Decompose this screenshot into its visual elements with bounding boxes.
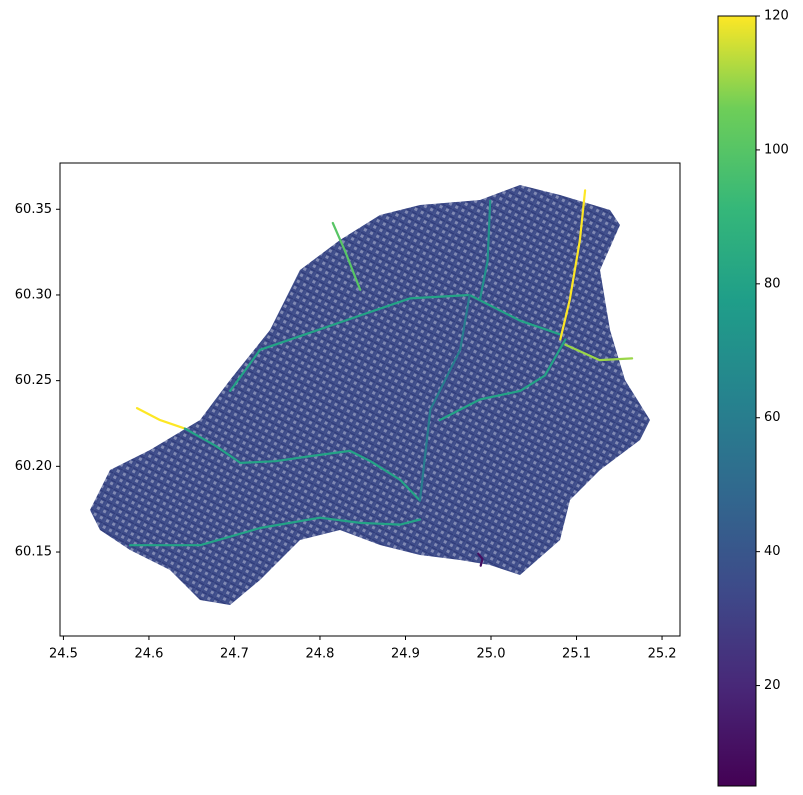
road bbox=[564, 343, 634, 362]
road bbox=[418, 293, 471, 502]
colorbar-frame bbox=[717, 15, 757, 787]
road bbox=[477, 552, 484, 567]
colorbar-tick-label: 40 bbox=[764, 544, 781, 559]
x-tick-label: 24.5 bbox=[49, 647, 78, 662]
x-tick-label: 25.2 bbox=[648, 647, 677, 662]
road bbox=[559, 189, 587, 341]
road bbox=[135, 407, 186, 430]
colorbar-tick-label: 60 bbox=[764, 410, 781, 425]
road bbox=[438, 338, 567, 422]
colorbar-tick-label: 120 bbox=[764, 9, 789, 24]
colorbar-tick-label: 100 bbox=[764, 142, 789, 157]
colorbar-tick-label: 80 bbox=[764, 276, 781, 291]
colorbar-tick-label: 20 bbox=[764, 678, 781, 693]
colorbar bbox=[718, 16, 756, 786]
road bbox=[183, 427, 422, 502]
street-network bbox=[90, 185, 650, 605]
x-tick-label: 24.6 bbox=[134, 647, 163, 662]
road bbox=[331, 221, 362, 291]
x-tick-label: 24.8 bbox=[305, 647, 334, 662]
road bbox=[129, 516, 422, 547]
x-tick-label: 24.9 bbox=[391, 647, 420, 662]
y-tick-label: 60.15 bbox=[15, 545, 52, 560]
y-tick-label: 60.30 bbox=[15, 287, 52, 302]
road bbox=[478, 199, 492, 302]
x-tick-label: 25.1 bbox=[562, 647, 591, 662]
y-tick-label: 60.20 bbox=[15, 459, 52, 474]
x-tick-label: 25.0 bbox=[477, 647, 506, 662]
y-tick-label: 60.25 bbox=[15, 373, 52, 388]
x-tick-label: 24.7 bbox=[220, 647, 249, 662]
y-tick-label: 60.35 bbox=[15, 202, 52, 217]
plot-frame bbox=[59, 162, 681, 637]
road bbox=[229, 293, 562, 392]
